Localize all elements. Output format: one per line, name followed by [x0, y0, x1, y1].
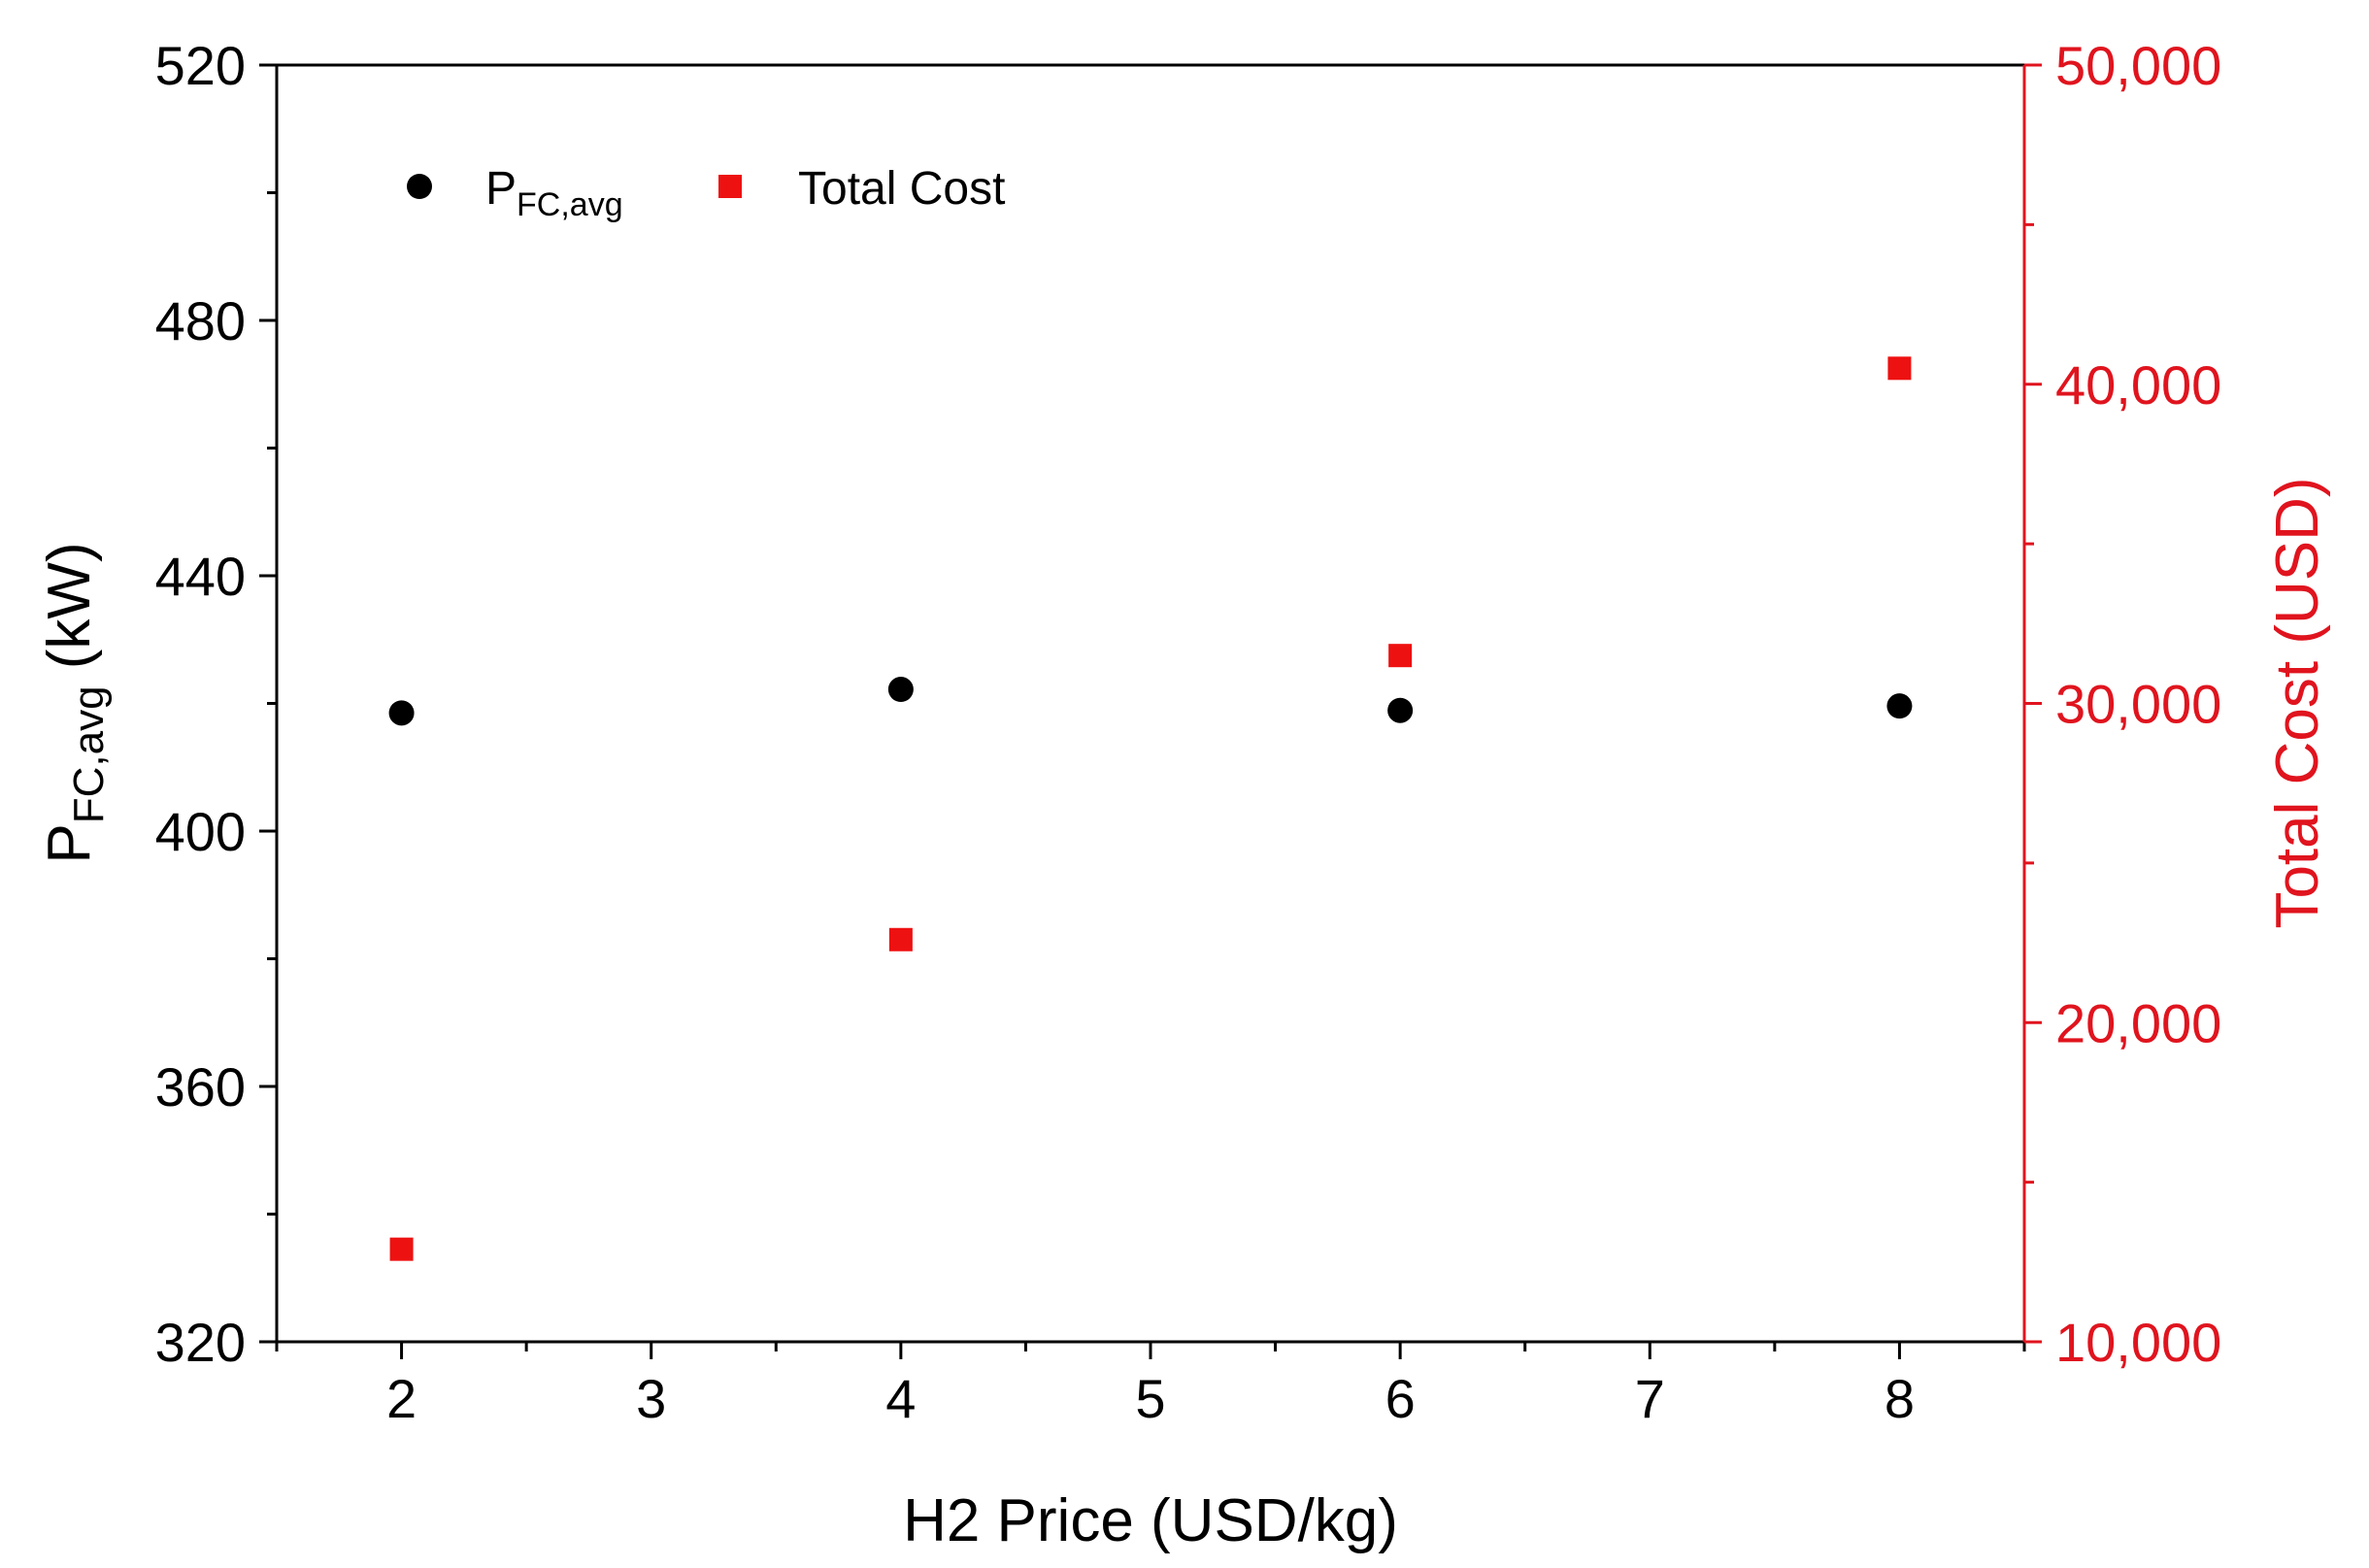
y-right-tick-label: 20,000 [2055, 992, 2221, 1053]
data-points [388, 356, 1913, 1261]
x-tick-label: 7 [1635, 1368, 1665, 1429]
legend-label-pfc-sub: FC,avg [517, 186, 623, 223]
pfc-avg-point [1886, 693, 1913, 719]
y-left-tick-label: 400 [155, 801, 246, 862]
y-left-axis-title-main: P [36, 823, 103, 863]
legend-label-pfc-main: P [485, 163, 517, 215]
total-cost-point [888, 927, 913, 951]
legend-label-pfc: PFC,avg [485, 163, 623, 223]
x-tick-label: 5 [1135, 1368, 1165, 1429]
y-left-tick-label: 320 [155, 1312, 246, 1373]
x-axis-title: H2 Price (USD/kg) [903, 1487, 1398, 1554]
y-right-tick-label: 30,000 [2055, 674, 2221, 735]
x-axis: 2 3 4 5 6 7 8 [275, 1342, 2026, 1429]
x-tick-label: 4 [885, 1368, 916, 1429]
y-right-tick-label: 10,000 [2055, 1312, 2221, 1373]
pfc-avg-point [388, 700, 415, 726]
y-left-tick-label: 440 [155, 546, 246, 607]
total-cost-point [1887, 356, 1912, 381]
y-right-axis: 10,000 20,000 30,000 40,000 50,000 [2024, 35, 2221, 1373]
pfc-avg-point [1387, 697, 1414, 723]
legend-marker-square [718, 175, 742, 198]
pfc-avg-point [887, 677, 914, 703]
y-left-axis: 320 360 400 440 480 520 [155, 35, 277, 1373]
y-right-tick-label: 40,000 [2055, 354, 2221, 416]
x-tick-label: 2 [386, 1368, 417, 1429]
y-right-axis-title: Total Cost (USD) [2264, 477, 2331, 928]
y-left-tick-label: 360 [155, 1056, 246, 1118]
x-tick-label: 8 [1885, 1368, 1915, 1429]
x-tick-label: 3 [636, 1368, 666, 1429]
total-cost-point [1388, 644, 1413, 668]
y-left-tick-label: 520 [155, 35, 246, 96]
legend-label-total-cost: Total Cost [798, 163, 1005, 215]
y-left-axis-title: PFC,avg (kW) [36, 542, 113, 863]
y-left-tick-label: 480 [155, 290, 246, 351]
legend-marker-circle [407, 174, 432, 199]
y-right-tick-label: 50,000 [2055, 35, 2221, 96]
legend: PFC,avg Total Cost [407, 163, 1005, 223]
y-left-axis-title-suffix: (kW) [36, 542, 103, 685]
total-cost-point [389, 1237, 414, 1261]
y-left-axis-title-sub: FC,avg [65, 685, 113, 823]
x-tick-label: 6 [1385, 1368, 1416, 1429]
